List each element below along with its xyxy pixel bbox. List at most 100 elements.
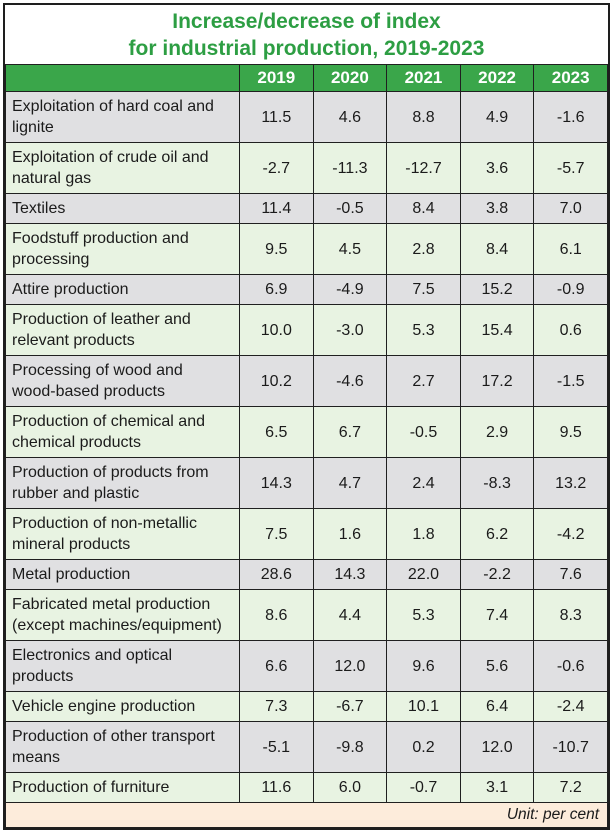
row-value: -6.7 [312, 691, 388, 722]
header-year-2023: 2023 [533, 64, 608, 92]
unit-label: Unit: per cent [5, 802, 608, 828]
row-category: Foodstuff production and processing [5, 223, 240, 275]
chart-title: Increase/decrease of index for industria… [5, 5, 608, 64]
row-value: 3.8 [459, 193, 535, 224]
row-value: -0.7 [386, 772, 461, 803]
row-value: 12.0 [459, 721, 535, 773]
table-row: Vehicle engine production 7.3 -6.7 10.1 … [5, 691, 608, 722]
row-value: 10.1 [386, 691, 461, 722]
row-value: -4.9 [312, 274, 388, 305]
row-value: 0.2 [386, 721, 461, 773]
header-row: 2019 2020 2021 2022 2023 [5, 64, 608, 92]
row-value: 2.4 [386, 457, 461, 509]
row-value: 3.6 [459, 142, 535, 194]
table-row: Production of furniture 11.6 6.0 -0.7 3.… [5, 772, 608, 803]
row-value: 4.7 [312, 457, 388, 509]
row-value: -2.2 [459, 559, 535, 590]
table-row: Foodstuff production and processing 9.5 … [5, 223, 608, 275]
row-value: 6.0 [312, 772, 388, 803]
table-row: Production of other transport means -5.1… [5, 721, 608, 773]
row-value: 11.4 [239, 193, 314, 224]
row-value: 14.3 [239, 457, 314, 509]
row-value: 15.4 [459, 304, 535, 356]
row-value: 28.6 [239, 559, 314, 590]
row-value: -3.0 [312, 304, 388, 356]
table-row: Exploitation of hard coal and lignite 11… [5, 91, 608, 143]
row-category: Textiles [5, 193, 240, 224]
row-value: 4.6 [312, 91, 388, 143]
row-value: 5.3 [386, 304, 461, 356]
row-value: 3.1 [459, 772, 535, 803]
row-value: 1.8 [386, 508, 461, 560]
row-category: Attire production [5, 274, 240, 305]
row-category: Exploitation of hard coal and lignite [5, 91, 240, 143]
header-year-2019: 2019 [239, 64, 314, 92]
row-value: -4.6 [312, 355, 388, 407]
row-value: -0.6 [533, 640, 608, 692]
row-value: 10.0 [239, 304, 314, 356]
row-category: Vehicle engine production [5, 691, 240, 722]
row-value: 10.2 [239, 355, 314, 407]
table-row: Production of chemical and chemical prod… [5, 406, 608, 458]
row-value: 8.4 [459, 223, 535, 275]
table-frame: Increase/decrease of index for industria… [3, 3, 610, 830]
row-value: 7.6 [533, 559, 608, 590]
row-value: 9.6 [386, 640, 461, 692]
row-category: Metal production [5, 559, 240, 590]
title-line-1: Increase/decrease of index [172, 9, 441, 33]
row-value: -5.7 [533, 142, 608, 194]
row-category: Production of other transport means [5, 721, 240, 773]
row-category: Exploitation of crude oil and natural ga… [5, 142, 240, 194]
row-value: 5.6 [459, 640, 535, 692]
footer-row: Unit: per cent [5, 802, 608, 828]
row-value: 11.6 [239, 772, 314, 803]
row-category: Production of products from rubber and p… [5, 457, 240, 509]
row-value: 6.2 [459, 508, 535, 560]
row-value: -5.1 [239, 721, 314, 773]
row-value: 7.5 [386, 274, 461, 305]
row-value: 7.4 [459, 589, 535, 641]
row-value: 0.6 [533, 304, 608, 356]
row-value: -11.3 [312, 142, 388, 194]
row-value: 4.4 [312, 589, 388, 641]
row-value: 1.6 [312, 508, 388, 560]
row-value: 4.9 [459, 91, 535, 143]
row-value: 11.5 [239, 91, 314, 143]
table-row: Electronics and optical products 6.6 12.… [5, 640, 608, 692]
row-value: 6.9 [239, 274, 314, 305]
row-value: 9.5 [239, 223, 314, 275]
header-year-2022: 2022 [459, 64, 535, 92]
row-value: -2.4 [533, 691, 608, 722]
table-row: Fabricated metal production (except mach… [5, 589, 608, 641]
table-row: Processing of wood and wood-based produc… [5, 355, 608, 407]
row-value: -10.7 [533, 721, 608, 773]
row-value: 4.5 [312, 223, 388, 275]
table-row: Attire production 6.9 -4.9 7.5 15.2 -0.9 [5, 274, 608, 305]
row-value: -2.7 [239, 142, 314, 194]
header-year-2021: 2021 [386, 64, 461, 92]
row-value: 7.2 [533, 772, 608, 803]
row-value: -1.6 [533, 91, 608, 143]
row-value: -1.5 [533, 355, 608, 407]
row-value: 13.2 [533, 457, 608, 509]
header-year-2020: 2020 [312, 64, 388, 92]
row-value: -9.8 [312, 721, 388, 773]
row-value: 17.2 [459, 355, 535, 407]
row-value: 6.4 [459, 691, 535, 722]
row-value: 8.4 [386, 193, 461, 224]
row-value: -4.2 [533, 508, 608, 560]
row-value: 6.5 [239, 406, 314, 458]
row-value: -8.3 [459, 457, 535, 509]
table-row: Production of non-metallic mineral produ… [5, 508, 608, 560]
row-category: Fabricated metal production (except mach… [5, 589, 240, 641]
row-value: 7.5 [239, 508, 314, 560]
row-value: 9.5 [533, 406, 608, 458]
row-value: -0.9 [533, 274, 608, 305]
row-category: Production of non-metallic mineral produ… [5, 508, 240, 560]
table-row: Textiles 11.4 -0.5 8.4 3.8 7.0 [5, 193, 608, 224]
row-value: 6.6 [239, 640, 314, 692]
row-value: 2.8 [386, 223, 461, 275]
row-value: 6.1 [533, 223, 608, 275]
row-value: 8.3 [533, 589, 608, 641]
row-value: 22.0 [386, 559, 461, 590]
